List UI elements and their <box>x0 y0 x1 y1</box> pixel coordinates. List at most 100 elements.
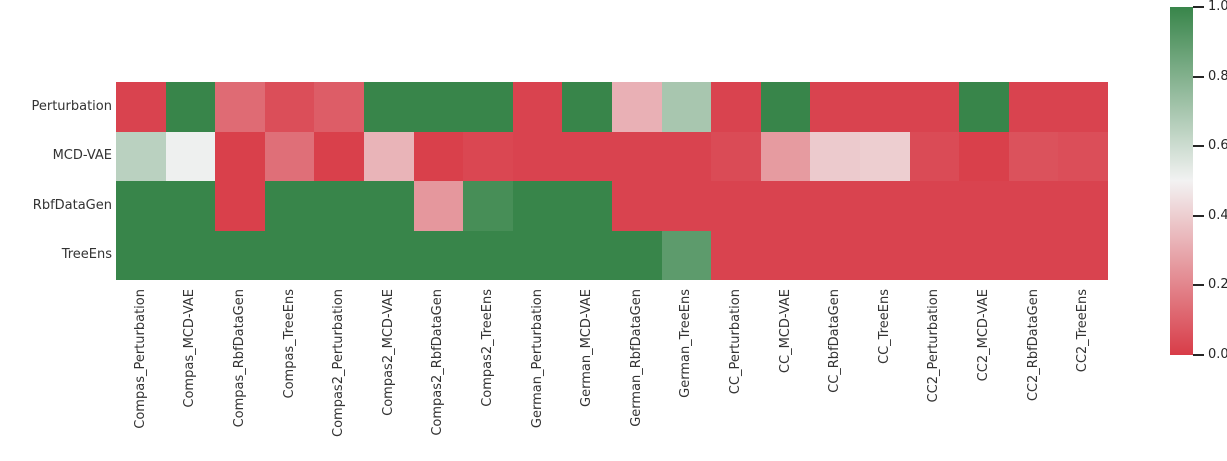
heatmap-cell <box>215 181 265 231</box>
heatmap-cell <box>611 230 662 280</box>
heatmap-cell <box>711 230 761 280</box>
heatmap-cell <box>1058 181 1108 231</box>
colorbar-tick-label: 0.0 <box>1208 347 1227 362</box>
heatmap-cell <box>909 131 960 181</box>
heatmap-cell <box>611 131 662 181</box>
heatmap-cell <box>810 82 860 132</box>
x-tick-label: CC_MCD-VAE <box>777 289 793 374</box>
heatmap-cell <box>1008 181 1059 231</box>
heatmap-cell <box>463 82 513 132</box>
heatmap-cell <box>760 181 811 231</box>
heatmap-cell <box>1008 82 1059 132</box>
colorbar-tick-mark <box>1193 354 1204 356</box>
heatmap-cell <box>810 230 860 280</box>
x-tick-label: CC_RbfDataGen <box>827 289 843 393</box>
heatmap-cell <box>512 181 563 231</box>
heatmap-cell <box>859 181 910 231</box>
heatmap-cell <box>711 181 761 231</box>
heatmap-cell <box>264 82 315 132</box>
heatmap-cell <box>711 131 761 181</box>
heatmap-cell <box>959 131 1009 181</box>
heatmap-cell <box>264 181 315 231</box>
heatmap-cell <box>463 230 513 280</box>
x-tick-label: Compas2_Perturbation <box>331 289 347 437</box>
heatmap-cell <box>562 181 612 231</box>
heatmap-cell <box>314 230 364 280</box>
x-tick-label: CC_TreeEns <box>876 289 892 364</box>
heatmap-cell <box>859 82 910 132</box>
x-tick-label: Compas_Perturbation <box>132 289 148 429</box>
heatmap-cell <box>116 181 166 231</box>
heatmap-cell <box>1058 82 1108 132</box>
heatmap-cell <box>512 230 563 280</box>
heatmap-cell <box>512 131 563 181</box>
y-tick-label: MCD-VAE <box>52 148 112 164</box>
heatmap-cell <box>363 230 414 280</box>
heatmap-cell <box>959 230 1009 280</box>
heatmap-cell <box>314 181 364 231</box>
colorbar-tick-label: 1.0 <box>1208 0 1227 14</box>
x-tick-label: Compas2_TreeEns <box>480 289 495 407</box>
x-tick-label: Compas2_RbfDataGen <box>430 289 446 436</box>
colorbar-tick-mark <box>1193 214 1204 217</box>
colorbar-tick-label: 0.6 <box>1208 138 1227 154</box>
x-tick-label: CC2_RbfDataGen <box>1025 289 1041 402</box>
heatmap-cell <box>1008 131 1059 181</box>
heatmap-cell <box>1058 131 1108 181</box>
heatmap-cell <box>165 131 216 181</box>
heatmap-cell <box>512 82 563 132</box>
x-tick-label: German_TreeEns <box>678 289 694 398</box>
heatmap-cell <box>413 230 464 280</box>
heatmap-cell <box>215 82 265 132</box>
heatmap-cell <box>760 82 811 132</box>
heatmap-cell <box>661 181 712 231</box>
colorbar-tick-mark <box>1193 6 1204 8</box>
x-tick-label: CC2_TreeEns <box>1075 289 1091 373</box>
heatmap-cell <box>810 131 860 181</box>
heatmap-cell <box>959 181 1009 231</box>
colorbar-tick-mark <box>1193 145 1204 148</box>
y-tick-label: TreeEns <box>61 247 112 263</box>
heatmap-grid <box>116 82 1108 280</box>
colorbar-gradient <box>1170 7 1193 355</box>
heatmap-cell <box>760 230 811 280</box>
heatmap-cell <box>611 181 662 231</box>
heatmap-cell <box>562 82 612 132</box>
x-tick-label: German_MCD-VAE <box>579 289 595 407</box>
heatmap-cell <box>661 230 712 280</box>
heatmap-cell <box>711 82 761 132</box>
heatmap-cell <box>909 230 960 280</box>
heatmap-cell <box>363 131 414 181</box>
heatmap-cell <box>413 131 464 181</box>
heatmap-cell <box>463 181 513 231</box>
heatmap-cell <box>264 131 315 181</box>
heatmap-cell <box>859 131 910 181</box>
colorbar-tick-mark <box>1193 284 1204 287</box>
heatmap-cell <box>413 181 464 231</box>
heatmap-cell <box>215 230 265 280</box>
y-tick-label: RbfDataGen <box>32 197 112 213</box>
heatmap-cell <box>661 131 712 181</box>
colorbar-tick-mark <box>1193 75 1204 78</box>
x-tick-label: Compas2_MCD-VAE <box>380 289 396 416</box>
colorbar-tick-label: 0.2 <box>1208 277 1227 293</box>
heatmap-cell <box>859 230 910 280</box>
heatmap-cell <box>463 131 513 181</box>
colorbar-tick-label: 0.4 <box>1208 207 1227 223</box>
heatmap-cell <box>264 230 315 280</box>
heatmap-cell <box>165 181 216 231</box>
heatmap-cell <box>363 82 414 132</box>
heatmap-cell <box>116 230 166 280</box>
heatmap-cell <box>363 181 414 231</box>
heatmap-cell <box>760 131 811 181</box>
x-tick-label: German_Perturbation <box>529 289 545 429</box>
heatmap-cell <box>959 82 1009 132</box>
heatmap-cell <box>116 82 166 132</box>
heatmap-cell <box>165 82 216 132</box>
x-tick-label: CC2_MCD-VAE <box>976 289 991 382</box>
heatmap-cell <box>413 82 464 132</box>
heatmap-cell <box>1058 230 1108 280</box>
x-tick-label: CC2_Perturbation <box>926 289 942 403</box>
y-tick-label: Perturbation <box>31 98 112 114</box>
